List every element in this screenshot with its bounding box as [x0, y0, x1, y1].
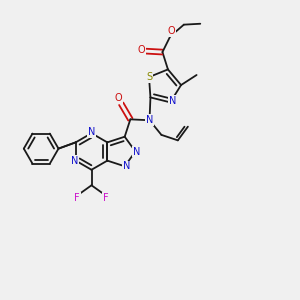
Text: N: N	[169, 96, 176, 106]
Text: N: N	[122, 161, 130, 171]
Text: O: O	[138, 45, 146, 55]
Text: N: N	[146, 115, 153, 125]
Text: N: N	[133, 146, 141, 157]
Text: F: F	[74, 193, 80, 203]
Text: N: N	[88, 127, 95, 137]
Text: O: O	[114, 93, 122, 103]
Text: O: O	[167, 26, 175, 36]
Text: N: N	[71, 156, 78, 166]
Text: F: F	[103, 193, 109, 203]
Text: S: S	[146, 72, 152, 82]
